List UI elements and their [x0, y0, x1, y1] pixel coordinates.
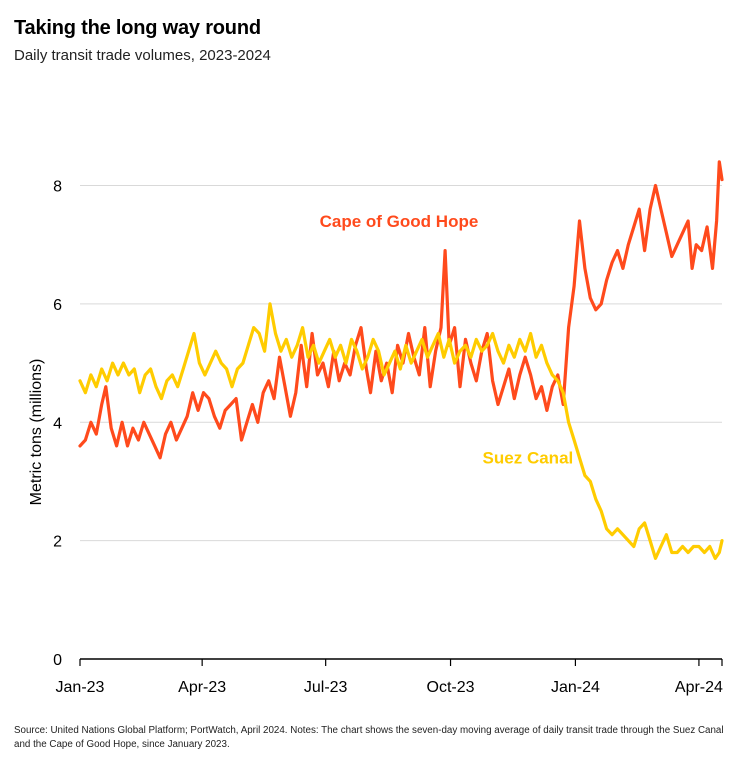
- y-tick-label: 8: [53, 179, 62, 196]
- chart-subtitle: Daily transit trade volumes, 2023-2024: [14, 47, 271, 64]
- y-axis-title: Metric tons (millions): [28, 359, 45, 506]
- y-axis-ticks: 0 2 4 6 8: [53, 179, 62, 669]
- series-lines: [78, 160, 724, 560]
- series-line-suez-canal: [78, 302, 724, 560]
- chart-title: Taking the long way round: [14, 17, 261, 39]
- series-line-cape-of-good-hope: [78, 160, 724, 460]
- series-labels: Cape of Good Hope Suez Canal: [320, 212, 574, 468]
- x-tick-label: Apr-24: [675, 679, 723, 696]
- series-label: Cape of Good Hope: [320, 212, 479, 231]
- x-tick-label: Jan-24: [551, 679, 600, 696]
- y-tick-label: 2: [53, 534, 62, 551]
- x-tick-label: Jul-23: [304, 679, 348, 696]
- x-tick-label: Oct-23: [427, 679, 475, 696]
- x-tick-label: Jan-23: [56, 679, 105, 696]
- gridlines: [80, 185, 722, 542]
- x-axis: Jan-23 Apr-23 Jul-23 Oct-23 Jan-24 Apr-24: [56, 658, 723, 696]
- y-tick-label: 0: [53, 652, 62, 669]
- y-tick-label: 6: [53, 297, 62, 314]
- series-label: Suez Canal: [483, 449, 574, 468]
- x-tick-label: Apr-23: [178, 679, 226, 696]
- source-footnote: Source: United Nations Global Platform; …: [14, 725, 724, 750]
- line-chart: 0 2 4 6 8 Metric tons (millions) Jan-23 Apr-2…: [28, 160, 724, 696]
- y-tick-label: 4: [53, 415, 62, 432]
